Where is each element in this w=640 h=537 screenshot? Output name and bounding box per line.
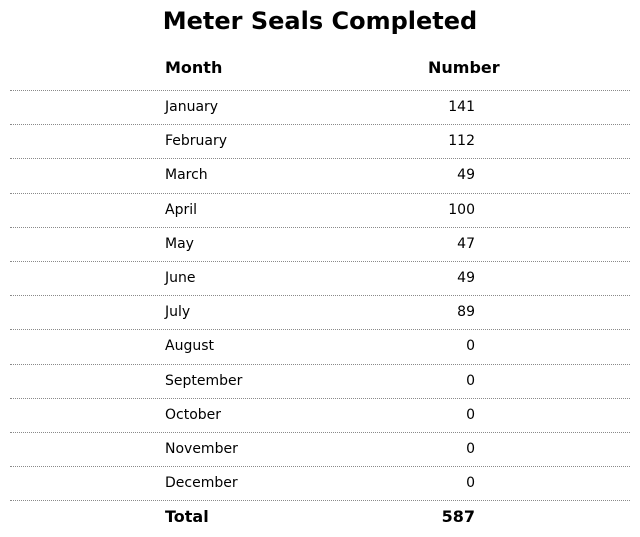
month-cell: March: [165, 167, 208, 183]
month-cell: September: [165, 373, 243, 389]
table-row: April 100: [0, 193, 640, 227]
month-cell: April: [165, 202, 197, 218]
row-divider: [10, 261, 630, 262]
total-value: 587: [441, 507, 475, 526]
month-cell: July: [165, 304, 191, 320]
column-header-month: Month: [165, 58, 223, 77]
month-cell: January: [165, 99, 219, 115]
table-row: November 0: [0, 432, 640, 466]
month-cell: November: [165, 441, 238, 457]
row-divider: [10, 329, 630, 330]
row-divider: [10, 500, 630, 501]
number-cell: 0: [466, 475, 475, 491]
row-divider: [10, 158, 630, 159]
total-row: Total 587: [0, 500, 640, 534]
table-row: March 49: [0, 158, 640, 192]
month-cell: February: [165, 133, 228, 149]
month-cell: June: [165, 270, 196, 286]
table-row: September 0: [0, 364, 640, 398]
number-cell: 0: [466, 407, 475, 423]
number-cell: 112: [448, 133, 475, 149]
number-cell: 0: [466, 373, 475, 389]
number-cell: 0: [466, 441, 475, 457]
number-cell: 49: [457, 270, 475, 286]
row-divider: [10, 295, 630, 296]
row-divider: [10, 124, 630, 125]
month-cell: May: [165, 236, 194, 252]
table-row: January 141: [0, 90, 640, 124]
row-divider: [10, 193, 630, 194]
row-divider: [10, 227, 630, 228]
table-row: February 112: [0, 124, 640, 158]
table-title: Meter Seals Completed: [162, 7, 478, 35]
number-cell: 100: [448, 202, 475, 218]
number-cell: 47: [457, 236, 475, 252]
row-divider: [10, 432, 630, 433]
number-cell: 141: [448, 99, 475, 115]
table-row: July 89: [0, 295, 640, 329]
table-row: May 47: [0, 227, 640, 261]
month-cell: December: [165, 475, 238, 491]
table-row: October 0: [0, 398, 640, 432]
total-label: Total: [165, 507, 209, 526]
number-cell: 89: [457, 304, 475, 320]
table-row: August 0: [0, 329, 640, 363]
column-header-number: Number: [428, 58, 500, 77]
number-cell: 49: [457, 167, 475, 183]
table-row: December 0: [0, 466, 640, 500]
row-divider: [10, 90, 630, 91]
month-cell: October: [165, 407, 222, 423]
number-cell: 0: [466, 338, 475, 354]
row-divider: [10, 364, 630, 365]
table-row: June 49: [0, 261, 640, 295]
month-cell: August: [165, 338, 214, 354]
row-divider: [10, 466, 630, 467]
row-divider: [10, 398, 630, 399]
